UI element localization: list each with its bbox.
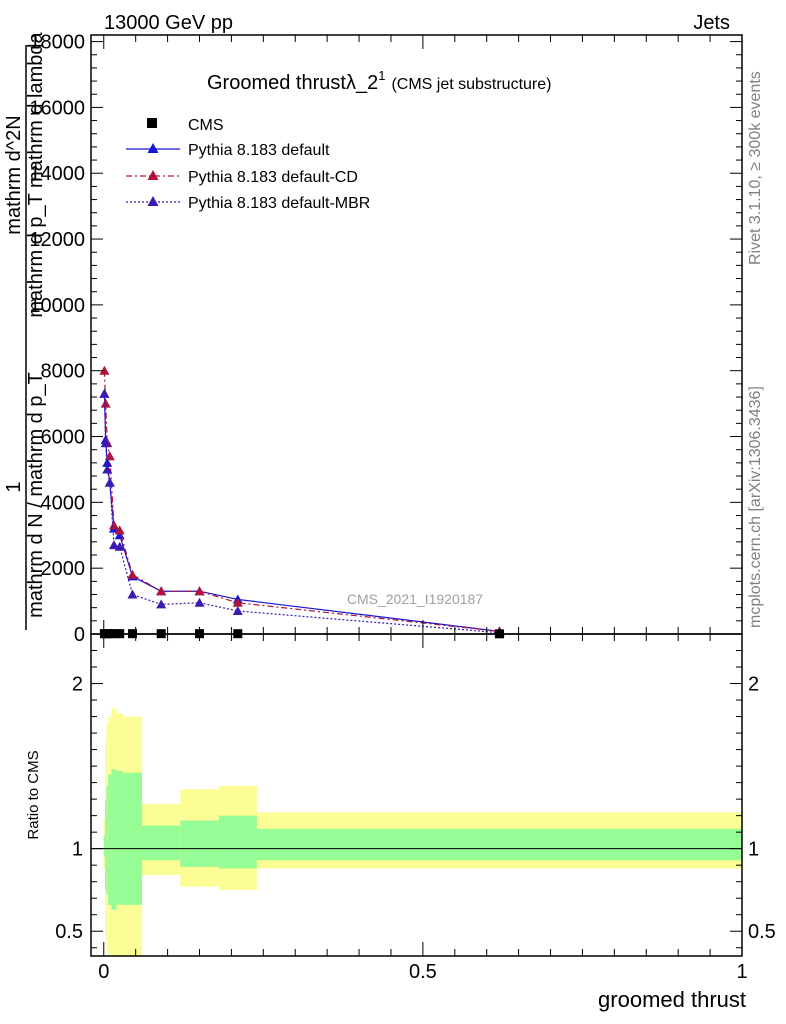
header-category: Jets bbox=[693, 12, 730, 34]
y-tick-label: 14000 bbox=[29, 163, 85, 185]
series-marker-2 bbox=[156, 599, 167, 609]
legend: CMS Pythia 8.183 default Pythia 8.183 de… bbox=[126, 117, 370, 212]
series-marker-1 bbox=[104, 451, 115, 461]
ratio-tick-label-left: 0.5 bbox=[55, 921, 83, 943]
legend-cms-marker bbox=[147, 118, 157, 128]
x-tick-label: 1 bbox=[736, 961, 747, 983]
y-label-one: 1 bbox=[3, 481, 25, 492]
legend-cms-label: CMS bbox=[188, 117, 224, 134]
ratio-band-inner bbox=[108, 774, 112, 905]
series-marker-2 bbox=[108, 540, 119, 550]
series-marker-2 bbox=[102, 464, 113, 474]
rivet-label: Rivet 3.1.10, ≥ 300k events bbox=[747, 71, 764, 265]
legend-cd-label: Pythia 8.183 default-CD bbox=[188, 169, 358, 186]
y-label-dpt-dlambda: mathrm d p_T mathrm d lambda bbox=[25, 31, 47, 317]
series-marker-2 bbox=[99, 388, 110, 398]
legend-cd-marker bbox=[147, 170, 159, 180]
mcplots-label: mcplots.cern.ch [arXiv:1306.3436] bbox=[747, 386, 764, 628]
y-tick-label: 10000 bbox=[29, 295, 85, 317]
y-label-dn: mathrm d N / mathrm d p_T bbox=[25, 372, 47, 618]
y-axis-label: 1 mathrm d N / mathrm d p_T mathrm d^2N … bbox=[3, 31, 47, 630]
legend-default-marker bbox=[147, 143, 159, 153]
series-marker-1 bbox=[194, 586, 205, 596]
ratio-bands bbox=[103, 708, 742, 956]
series-marker-2 bbox=[114, 541, 125, 551]
y-tick-label: 6000 bbox=[41, 427, 86, 449]
ratio-band-inner bbox=[122, 772, 143, 905]
ratio-tick-label-right: 1 bbox=[748, 839, 759, 861]
ratio-band-inner bbox=[103, 835, 106, 857]
ratio-frame bbox=[90, 633, 743, 957]
y-tick-label: 18000 bbox=[29, 32, 85, 54]
x-axis-label: groomed thrust bbox=[598, 987, 746, 1012]
ratio-band-inner bbox=[111, 769, 117, 910]
series-line-1 bbox=[103, 370, 500, 632]
y-tick-label: 8000 bbox=[41, 361, 86, 383]
ratio-band-inner bbox=[105, 800, 107, 890]
ratio-tick-label-right: 0.5 bbox=[748, 921, 776, 943]
ratio-band-inner bbox=[180, 820, 219, 867]
y-tick-label: 0 bbox=[74, 624, 85, 646]
series-marker-2 bbox=[194, 597, 205, 607]
axis-ticks: 0 2000 4000 6000 8000 10000 12000 14000 16000 180… bbox=[29, 32, 775, 983]
legend-mbr-label: Pythia 8.183 default-MBR bbox=[188, 195, 370, 212]
legend-default-label: Pythia 8.183 default bbox=[188, 142, 330, 159]
series-marker-2 bbox=[232, 605, 243, 615]
series-marker-1 bbox=[100, 398, 111, 408]
y-tick-label: 4000 bbox=[41, 492, 86, 514]
ratio-band-inner bbox=[256, 828, 742, 861]
series-marker-2 bbox=[104, 477, 115, 487]
y-tick-label: 2000 bbox=[41, 558, 86, 580]
ratio-band-inner bbox=[106, 785, 109, 895]
series-marker-1 bbox=[232, 597, 243, 607]
analysis-watermark: CMS_2021_I1920187 bbox=[347, 591, 483, 607]
series-marker-1 bbox=[156, 586, 167, 596]
series-marker-2 bbox=[100, 438, 111, 448]
ratio-band-inner bbox=[116, 771, 123, 905]
ratio-tick-label-left: 1 bbox=[72, 839, 83, 861]
series-marker-1 bbox=[127, 569, 138, 579]
plot-title: Groomed thrustλ_21(CMS jet substructure) bbox=[207, 68, 551, 94]
series-marker-1 bbox=[114, 525, 125, 535]
y-label-d2n: mathrm d^2N bbox=[3, 115, 25, 234]
series-marker-1 bbox=[108, 520, 119, 530]
header-energy: 13000 GeV pp bbox=[104, 12, 233, 34]
ratio-band-inner bbox=[218, 815, 257, 869]
x-tick-label: 0.5 bbox=[409, 961, 437, 983]
ratio-axis-label: Ratio to CMS bbox=[25, 750, 42, 839]
y-tick-label: 12000 bbox=[29, 229, 85, 251]
legend-mbr-marker bbox=[147, 196, 159, 206]
y-tick-label: 16000 bbox=[29, 97, 85, 119]
series-marker-2 bbox=[127, 589, 138, 599]
x-tick-label: 0 bbox=[98, 961, 109, 983]
ratio-tick-label-left: 2 bbox=[72, 674, 83, 696]
ratio-band-inner bbox=[142, 825, 181, 861]
series-marker-1 bbox=[99, 365, 110, 375]
ratio-tick-label-right: 2 bbox=[748, 674, 759, 696]
